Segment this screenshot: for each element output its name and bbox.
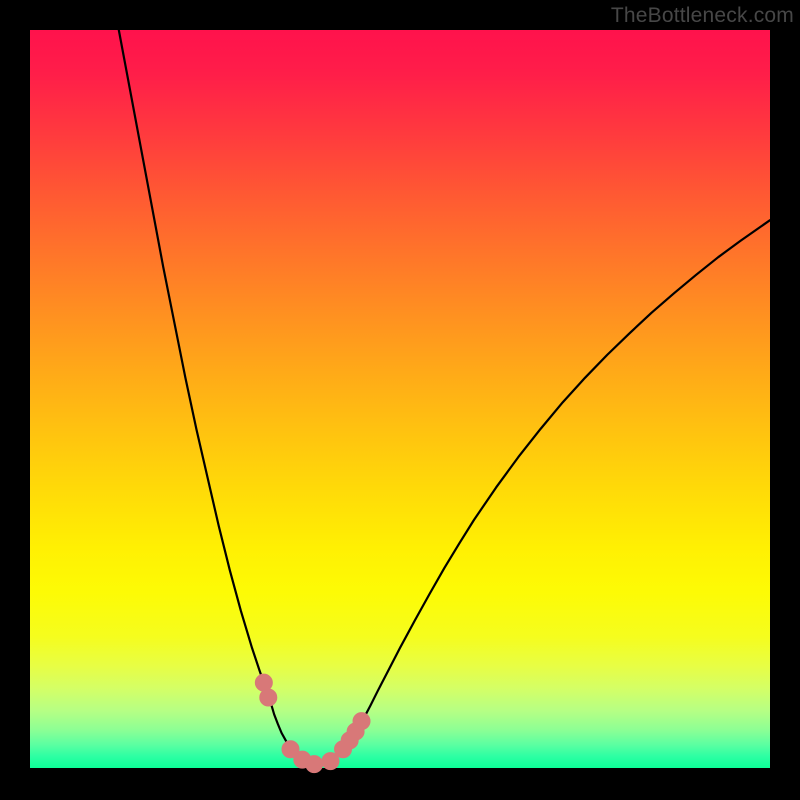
marker-dot — [260, 689, 277, 706]
curve-layer — [30, 30, 770, 770]
watermark-text: TheBottleneck.com — [611, 4, 794, 28]
marker-group — [255, 674, 370, 772]
marker-dot — [353, 713, 370, 730]
plot-area — [30, 30, 770, 770]
chart-stage: TheBottleneck.com — [0, 0, 800, 800]
marker-dot — [306, 756, 323, 773]
bottleneck-curve — [119, 30, 770, 766]
